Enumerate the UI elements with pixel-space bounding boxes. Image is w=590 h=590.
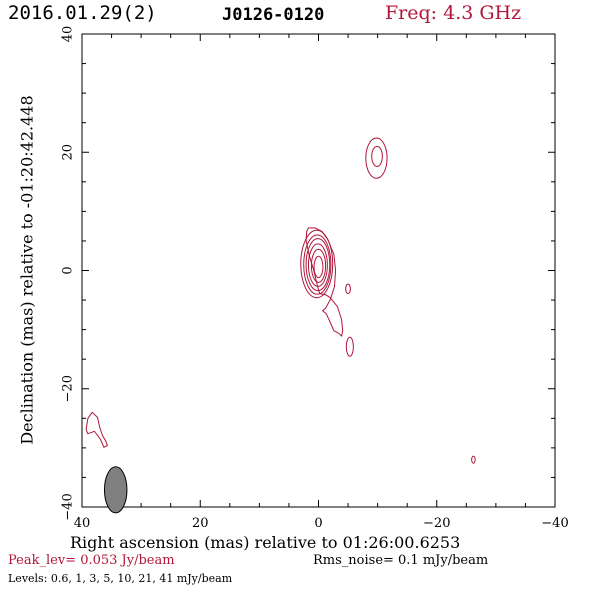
extended-contour (85, 411, 108, 448)
beam-ellipse (103, 466, 128, 514)
rms-noise: Rms_noise= 0.1 mJy/beam (313, 553, 489, 568)
component-contour (371, 145, 383, 167)
x-tick-label: −20 (423, 516, 450, 531)
contour-levels: Levels: 0.6, 1, 3, 5, 10, 21, 41 mJy/bea… (8, 572, 233, 585)
core-contour (300, 229, 334, 299)
core-contour (310, 248, 327, 283)
y-axis-label: Declination (mas) relative to -01:20:42.… (17, 95, 37, 445)
source-name: J0126-0120 (222, 5, 325, 25)
y-tick-label: 40 (61, 26, 76, 43)
peak-level: Peak_lev= 0.053 Jy/beam (8, 553, 175, 568)
core-outer-contour (305, 227, 344, 337)
core-contour (305, 238, 331, 292)
core-contour (303, 234, 332, 295)
y-tick-label: 0 (61, 266, 76, 274)
core-contour (313, 255, 324, 279)
component-contour (365, 137, 388, 179)
x-tick-label: −40 (541, 516, 568, 531)
x-tick-label: 40 (74, 516, 91, 531)
x-axis-label: Right ascension (mas) relative to 01:26:… (70, 533, 461, 552)
plot-frame (81, 33, 556, 508)
frequency-label: Freq: 4.3 GHz (385, 2, 522, 24)
y-tick-label: 20 (61, 144, 76, 161)
observation-date: 2016.01.29(2) (8, 2, 157, 24)
y-tick-label: −20 (61, 375, 76, 402)
x-tick-label: 20 (192, 516, 209, 531)
core-contour (307, 243, 328, 287)
component-contour (345, 336, 354, 357)
component-contour (345, 283, 351, 295)
x-tick-label: 0 (314, 516, 322, 531)
y-tick-label: −40 (61, 493, 76, 520)
component-contour (471, 455, 476, 464)
